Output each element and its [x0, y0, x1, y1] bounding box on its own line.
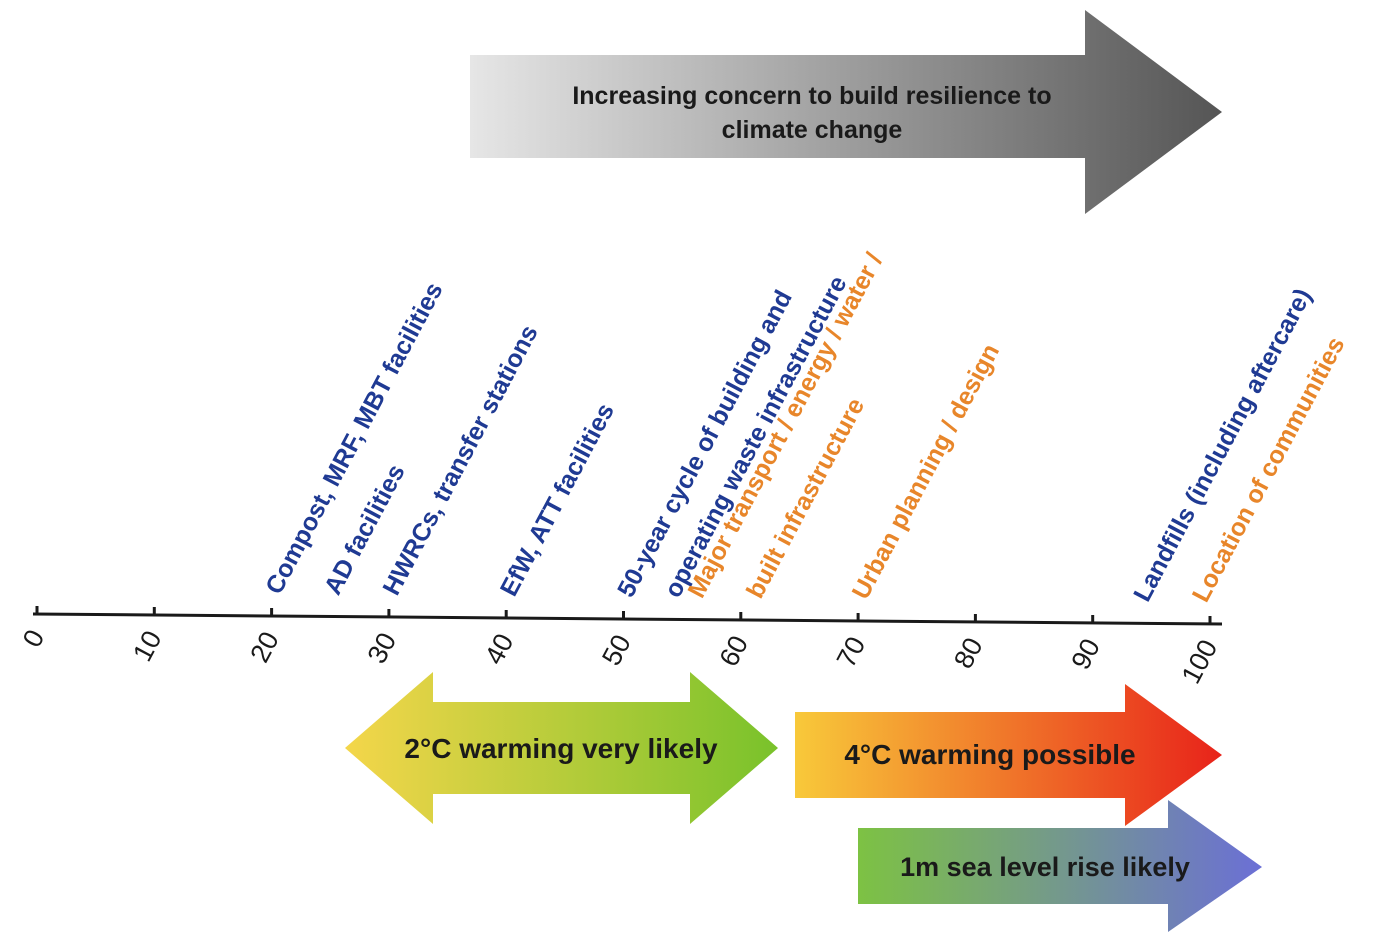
axis-tick-label: 60 [714, 631, 755, 672]
axis-tick-label: 30 [362, 628, 403, 669]
concern-arrow-line1: Increasing concern to build resilience t… [572, 82, 1051, 110]
concern-arrow-line2: climate change [722, 116, 903, 144]
concern-arrow: Increasing concern to build resilience t… [470, 10, 1222, 214]
axis-line [32, 612, 1223, 626]
timeline-item-urban: Urban planning / design [847, 339, 1005, 604]
concern-arrow-shape [470, 10, 1222, 214]
axis-tick-label: 0 [17, 625, 51, 652]
sea-level-label: 1m sea level rise likely [900, 852, 1190, 882]
warming-2c-label: 2°C warming very likely [404, 733, 718, 764]
axis-tick-label: 40 [479, 629, 520, 670]
axis-tick-label: 50 [596, 630, 637, 671]
sea-level-arrow-shape [858, 800, 1262, 932]
axis-tick-label: 80 [948, 633, 989, 674]
axis-tick-label: 20 [244, 627, 285, 668]
axis-tick-label: 70 [831, 632, 872, 673]
axis-tick-label: 100 [1176, 635, 1224, 689]
sea-level-arrow: 1m sea level rise likely [858, 800, 1262, 932]
warming-4c-label: 4°C warming possible [844, 739, 1135, 770]
axis-tick-label: 90 [1065, 634, 1106, 675]
warming-4c-arrow-shape [795, 684, 1222, 826]
timeline-axis: 0 10 20 30 40 50 60 70 80 90 100 [17, 606, 1224, 689]
axis-tick-label: 10 [127, 626, 168, 667]
timeline-item-efw: EfW, ATT facilities [495, 399, 620, 601]
warming-2c-arrow: 2°C warming very likely [345, 672, 778, 824]
warming-4c-arrow: 4°C warming possible [795, 684, 1222, 826]
warming-2c-arrow-shape [345, 672, 778, 824]
